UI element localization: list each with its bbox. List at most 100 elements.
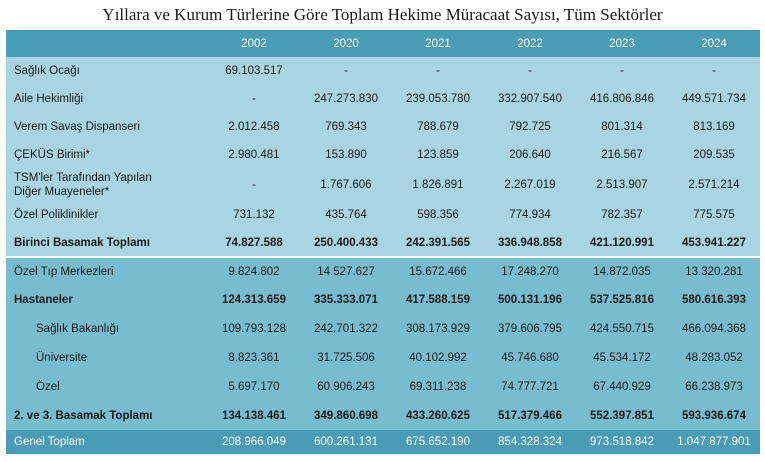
table-cell: 433.260.625 [392, 401, 484, 430]
table-cell: 782.357 [576, 201, 668, 229]
table-cell: 2.012.458 [208, 113, 300, 141]
table-cell: 332.907.540 [484, 85, 576, 113]
table-cell: - [208, 169, 300, 201]
table-cell: 598.356 [392, 201, 484, 229]
table-cell: 60.906.243 [300, 372, 392, 401]
table-cell: 424.550.715 [576, 314, 668, 343]
row-label: Aile Hekimliği [6, 85, 208, 113]
table-row: Üniversite 8.823.361 31.725.506 40.102.9… [6, 343, 760, 372]
table-row: ÇEKÜS Birimi* 2.980.481 153.890 123.859 … [6, 141, 760, 169]
table-cell: 593.936.674 [668, 401, 760, 430]
row-label: Hastaneler [6, 286, 208, 314]
subtotal-row: 2. ve 3. Basamak Toplamı 134.138.461 349… [6, 401, 760, 430]
table-row: Aile Hekimliği - 247.273.830 239.053.780… [6, 85, 760, 113]
table-row: Özel Tıp Merkezleri 9.824.802 14.527.627… [6, 256, 760, 286]
header-row: 2002 2020 2021 2022 2023 2024 [6, 30, 760, 57]
table-cell: 973.518.842 [576, 430, 668, 454]
table-cell: 14.527.627 [300, 256, 392, 286]
header-cell: 2023 [576, 30, 668, 57]
row-label-line: Diğer Muayeneler* [14, 186, 110, 198]
table-cell: 2.571.214 [668, 169, 760, 201]
table-cell: 435.764 [300, 201, 392, 229]
table-cell: 153.890 [300, 141, 392, 169]
table-cell: 580.616.393 [668, 286, 760, 314]
table-cell: 45.746.680 [484, 343, 576, 372]
table-cell: 421.120.991 [576, 229, 668, 257]
table-cell: - [668, 57, 760, 85]
table-cell: 40.102.992 [392, 343, 484, 372]
table-cell: 109.793.128 [208, 314, 300, 343]
table-cell: 775.575 [668, 201, 760, 229]
table-cell: 14.872.035 [576, 256, 668, 286]
table-cell: 769.343 [300, 113, 392, 141]
table-cell: 206.640 [484, 141, 576, 169]
header-cell [6, 30, 208, 57]
row-label: TSM'ler Tarafından Yapılan Diğer Muayene… [6, 169, 208, 201]
table-cell: 216.567 [576, 141, 668, 169]
table-cell: 2.267.019 [484, 169, 576, 201]
row-label: Özel [6, 372, 208, 401]
row-label: Sağlık Ocağı [6, 57, 208, 85]
table-row: Özel Poliklinikler 731.132 435.764 598.3… [6, 201, 760, 229]
page-title: Yıllara ve Kurum Türlerine Göre Toplam H… [102, 5, 663, 24]
table-cell: 209.535 [668, 141, 760, 169]
table-row: Verem Savaş Dispanseri 2.012.458 769.343… [6, 113, 760, 141]
table-cell: 13.320.281 [668, 256, 760, 286]
data-table: 2002 2020 2021 2022 2023 2024 Sağlık Oca… [6, 30, 760, 454]
table-cell: 552.397.851 [576, 401, 668, 430]
row-label: 2. ve 3. Basamak Toplamı [6, 401, 208, 430]
table-cell: - [392, 57, 484, 85]
table-cell: 2.513.907 [576, 169, 668, 201]
table-cell: 8.823.361 [208, 343, 300, 372]
subtotal-row: Birinci Basamak Toplamı 74.827.588 250.4… [6, 229, 760, 257]
table-row: TSM'ler Tarafından Yapılan Diğer Muayene… [6, 169, 760, 201]
table-cell: 500.131.196 [484, 286, 576, 314]
table-cell: 416.806.846 [576, 85, 668, 113]
table-row: Sağlık Ocağı 69.103.517 - - - - - [6, 57, 760, 85]
table-cell: 854.328.324 [484, 430, 576, 454]
row-label: Sağlık Bakanlığı [6, 314, 208, 343]
table-cell: 1.767.606 [300, 169, 392, 201]
header-cell: 2021 [392, 30, 484, 57]
table-cell: 379.606.795 [484, 314, 576, 343]
table-cell: - [484, 57, 576, 85]
table-cell: 600.261.131 [300, 430, 392, 454]
table-cell: 349.860.698 [300, 401, 392, 430]
row-label: Özel Tıp Merkezleri [6, 256, 208, 286]
row-label: Üniversite [6, 343, 208, 372]
table-cell: 17.248.270 [484, 256, 576, 286]
table-cell: 788.679 [392, 113, 484, 141]
row-label-line: TSM'ler Tarafından Yapılan [14, 172, 152, 184]
table-cell: - [208, 85, 300, 113]
table-cell: 45.534.172 [576, 343, 668, 372]
table-cell: 242.701.322 [300, 314, 392, 343]
table-row: Sağlık Bakanlığı 109.793.128 242.701.322… [6, 314, 760, 343]
table-cell: 31.725.506 [300, 343, 392, 372]
table-cell: - [300, 57, 392, 85]
table-cell: 1.047.877.901 [668, 430, 760, 454]
table-cell: 801.314 [576, 113, 668, 141]
row-label: Özel Poliklinikler [6, 201, 208, 229]
table-cell: 731.132 [208, 201, 300, 229]
table-cell: 517.379.466 [484, 401, 576, 430]
table-cell: 9.824.802 [208, 256, 300, 286]
table-cell: 124.313.659 [208, 286, 300, 314]
table-cell: 417.588.159 [392, 286, 484, 314]
table-cell: 247.273.830 [300, 85, 392, 113]
table-cell: 2.980.481 [208, 141, 300, 169]
table-cell: 242.391.565 [392, 229, 484, 257]
table-cell: 449.571.734 [668, 85, 760, 113]
grand-total-row: Genel Toplam 208.966.049 600.261.131 675… [6, 430, 760, 454]
row-label: Verem Savaş Dispanseri [6, 113, 208, 141]
table-cell: 5.697.170 [208, 372, 300, 401]
table-row: Hastaneler 124.313.659 335.333.071 417.5… [6, 286, 760, 314]
table-cell: 69.311.238 [392, 372, 484, 401]
table-cell: 69.103.517 [208, 57, 300, 85]
row-label: Birinci Basamak Toplamı [6, 229, 208, 257]
table-row: Özel 5.697.170 60.906.243 69.311.238 74.… [6, 372, 760, 401]
table-cell: 250.400.433 [300, 229, 392, 257]
table-cell: 813.169 [668, 113, 760, 141]
table-cell: 453.941.227 [668, 229, 760, 257]
table-cell: 74.827.588 [208, 229, 300, 257]
table-cell: 675.652.190 [392, 430, 484, 454]
